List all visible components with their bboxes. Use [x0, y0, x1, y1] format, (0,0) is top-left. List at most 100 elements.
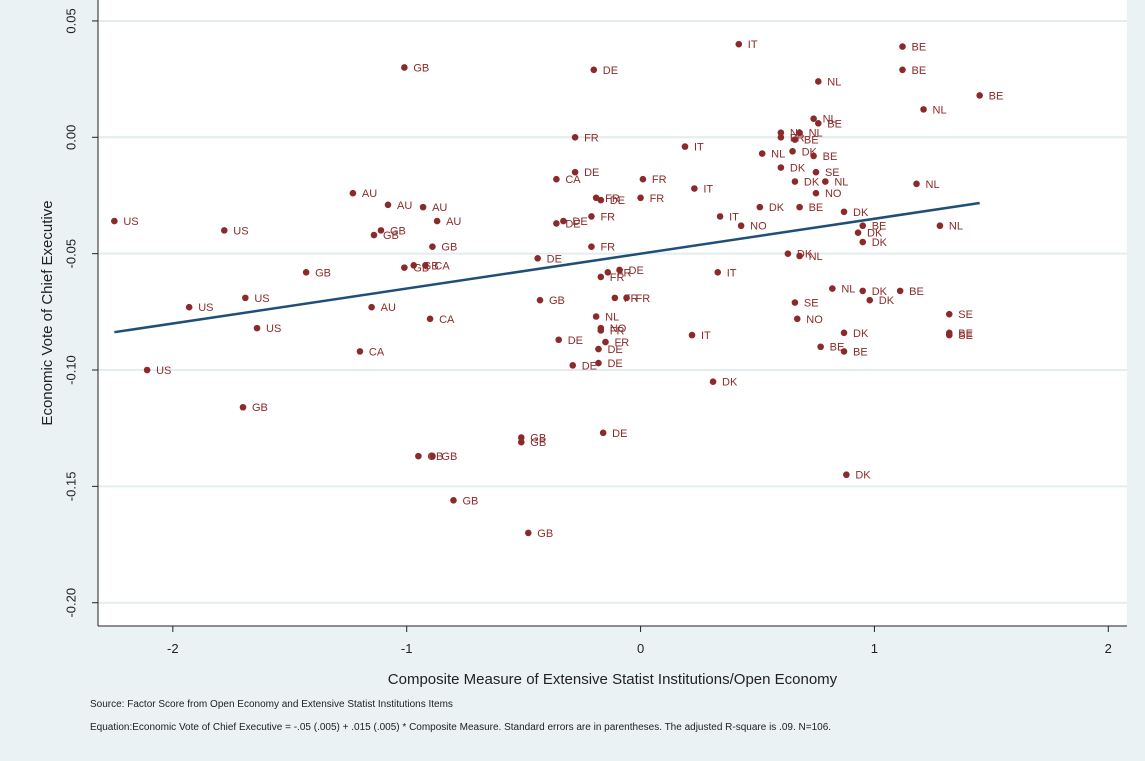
- point-label: DE: [607, 344, 622, 356]
- data-point: [595, 345, 602, 353]
- point-label: FR: [610, 272, 625, 284]
- data-point: [777, 129, 785, 136]
- plot-area: [98, 0, 1127, 626]
- data-point: [356, 348, 364, 355]
- point-label: NL: [809, 251, 823, 263]
- data-point: [829, 285, 836, 292]
- data-point: [111, 217, 118, 225]
- data-point: [815, 78, 822, 85]
- data-point: [597, 196, 605, 204]
- point-label: DK: [872, 237, 888, 249]
- points-group: ITBEGBDEBENLBENLNLBENLNLFRFRBEITNLDKBEDK…: [111, 39, 1003, 540]
- data-point: [810, 115, 817, 122]
- point-label: DE: [603, 65, 618, 77]
- data-point: [840, 329, 848, 337]
- point-label: GB: [441, 242, 457, 254]
- point-label: FR: [600, 242, 615, 254]
- data-point: [143, 366, 151, 374]
- x-tick-label: 2: [1105, 641, 1112, 656]
- point-label: IT: [703, 183, 713, 195]
- data-point: [571, 168, 579, 176]
- point-label: GB: [441, 451, 457, 463]
- data-point: [602, 338, 609, 346]
- data-point: [623, 294, 630, 302]
- data-point: [384, 201, 392, 209]
- fit-line-group: [114, 201, 980, 334]
- data-point: [419, 203, 427, 211]
- data-point: [936, 222, 944, 230]
- point-label: GB: [252, 402, 268, 414]
- data-point: [534, 255, 541, 262]
- point-label: NL: [771, 149, 785, 161]
- point-label: NO: [750, 221, 767, 233]
- data-point: [525, 529, 532, 537]
- data-point: [597, 327, 605, 334]
- x-tick-label: -1: [401, 641, 413, 656]
- point-label: IT: [729, 211, 739, 223]
- data-point: [426, 315, 434, 323]
- point-label: FR: [617, 267, 632, 279]
- point-label: FR: [600, 211, 615, 223]
- data-point: [611, 294, 619, 302]
- data-point: [756, 203, 764, 211]
- data-point: [796, 129, 803, 136]
- data-point: [616, 266, 623, 274]
- point-label: AU: [362, 188, 377, 200]
- point-label: BE: [853, 346, 868, 358]
- y-tick-label: 0.00: [63, 125, 78, 150]
- point-label: IT: [701, 330, 711, 342]
- point-label: NL: [809, 128, 823, 140]
- data-point: [716, 213, 724, 220]
- point-label: IT: [727, 267, 737, 279]
- equation-note: Equation:Economic Vote of Chief Executiv…: [90, 722, 832, 733]
- point-label: BE: [872, 221, 887, 233]
- point-label: AU: [381, 302, 396, 314]
- point-label: US: [254, 293, 269, 305]
- point-label: SE: [958, 309, 973, 321]
- point-label: DE: [607, 358, 622, 370]
- y-tick-label: 0.05: [63, 8, 78, 33]
- data-point: [569, 362, 577, 369]
- data-point: [822, 178, 829, 185]
- point-label: BE: [823, 151, 838, 163]
- data-point: [777, 164, 785, 171]
- data-point: [595, 359, 602, 367]
- point-label: DE: [582, 360, 597, 372]
- data-point: [899, 66, 906, 74]
- point-label: BE: [827, 118, 842, 130]
- y-tick-label: -0.20: [63, 588, 78, 618]
- y-tick-label: -0.05: [63, 239, 78, 269]
- point-label: DE: [547, 253, 562, 265]
- data-point: [920, 106, 927, 113]
- data-point: [796, 203, 803, 211]
- data-point: [637, 194, 644, 202]
- point-label: BE: [830, 342, 845, 354]
- data-point: [429, 452, 436, 460]
- point-label: BE: [958, 328, 973, 340]
- point-label: GB: [549, 295, 565, 307]
- point-label: US: [123, 216, 138, 228]
- data-point: [553, 220, 560, 227]
- data-point: [422, 261, 429, 269]
- data-point: [185, 303, 193, 311]
- point-label: FR: [650, 193, 665, 205]
- data-point: [604, 268, 612, 276]
- point-label: FR: [584, 132, 599, 144]
- data-point: [688, 331, 696, 339]
- point-label: DK: [804, 177, 820, 189]
- data-point: [714, 268, 722, 276]
- point-label: DK: [853, 328, 869, 340]
- point-label: NL: [926, 179, 940, 191]
- data-point: [368, 303, 375, 311]
- data-point: [433, 217, 441, 225]
- data-point: [401, 264, 408, 271]
- point-label: NL: [841, 284, 855, 296]
- data-point: [220, 227, 228, 234]
- point-label: CA: [369, 346, 385, 358]
- point-label: GB: [315, 267, 331, 279]
- point-label: DE: [568, 335, 583, 347]
- point-label: DK: [855, 470, 871, 482]
- data-point: [735, 40, 743, 48]
- data-point: [843, 471, 850, 479]
- point-label: CA: [439, 314, 455, 326]
